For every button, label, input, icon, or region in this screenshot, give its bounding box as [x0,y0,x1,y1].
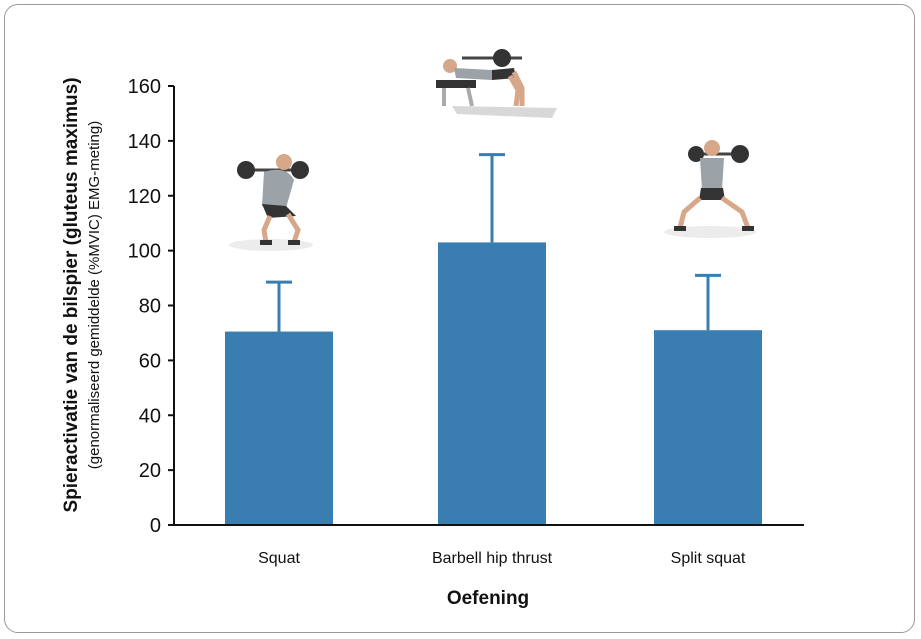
x-category-label: Squat [258,550,300,567]
y-tick-label: 140 [128,131,161,153]
y-axis-title: Spieractivatie van de bilspier (gluteus … [61,77,82,512]
split-squat-figure-icon [664,140,756,238]
y-tick-label: 40 [139,405,161,427]
bar [225,331,333,525]
x-category-label: Split squat [671,550,746,567]
x-categories-layer: Squat Barbell hip thrust Split squat [258,550,746,567]
y-axis-subtitle: (genormaliseerd gemiddelde (%MVIC) EMG-m… [86,121,103,469]
y-tick-label: 20 [139,460,161,482]
bar [654,330,762,525]
barbell-squat-figure-icon [229,154,313,251]
error-bars-layer [266,153,721,332]
y-tick-label: 0 [150,515,161,537]
bar [438,242,546,526]
bars-layer [225,242,762,526]
y-tick-label: 100 [128,241,161,263]
y-ticks-layer: 0 20 40 60 80 100 120 140 160 [128,76,174,537]
y-tick-label: 60 [139,350,161,372]
exercise-icons-layer [229,49,756,251]
barbell-hip-thrust-figure-icon [436,49,557,118]
y-tick-label: 80 [139,296,161,318]
x-category-label: Barbell hip thrust [432,550,553,567]
y-tick-label: 160 [128,76,161,98]
x-axis-title: Oefening [447,588,529,609]
y-tick-label: 120 [128,186,161,208]
